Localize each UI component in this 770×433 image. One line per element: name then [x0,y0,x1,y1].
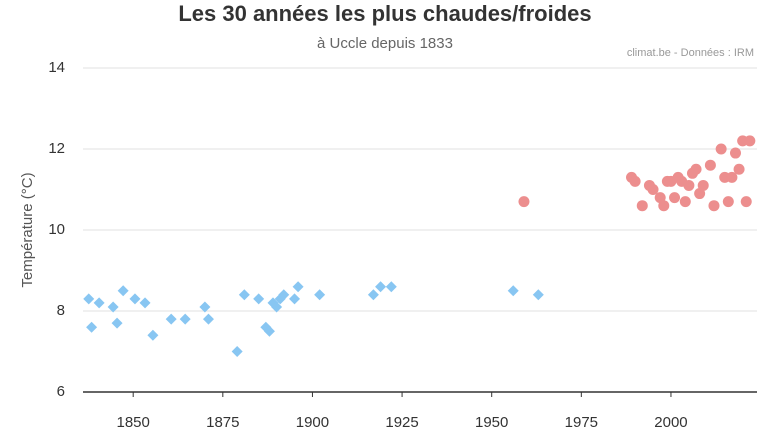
diamond-point [532,289,544,301]
circle-point [658,200,670,212]
diamond-point [83,293,95,305]
diamond-point [289,293,301,305]
circle-point [704,159,716,171]
x-tick-label: 1875 [206,414,239,431]
y-tick-label: 8 [57,302,65,319]
diamond-point [179,313,191,325]
circle-point [697,179,709,191]
x-tick-label: 1950 [475,414,508,431]
circle-point [690,163,702,175]
x-tick-label: 1975 [565,414,598,431]
diamond-point [147,329,159,341]
diamond-point [314,289,326,301]
y-tick-label: 14 [48,59,65,76]
circle-point [683,179,695,191]
diamond-point [253,293,265,305]
source: climat.be - Données : IRM [627,47,754,59]
diamond-point [107,301,119,313]
circle-point [629,175,641,187]
x-tick-label: 1850 [117,414,150,431]
diamond-point [231,346,243,357]
circle-point [729,147,741,159]
circle-point [726,171,738,183]
circle-point [740,196,752,208]
y-tick-label: 10 [48,221,65,238]
diamond-point [507,285,519,297]
x-tick-label: 2000 [654,414,687,431]
chart-title: Les 30 années les plus chaudes/froides [178,1,591,26]
chart-subtitle: à Uccle depuis 1833 [317,35,453,52]
circle-point [708,200,720,212]
circle-point [722,196,734,208]
x-tick-label: 1925 [385,414,418,431]
y-axis-label: Température (°C) [19,172,36,287]
diamond-point [165,313,177,325]
diamond-point [139,297,151,309]
circle-point [679,196,691,208]
y-tick-label: 12 [48,140,65,157]
circle-point [518,196,530,208]
circle-point [715,143,727,155]
diamond-point [129,293,141,305]
diamond-point [111,317,123,329]
circle-point [636,200,648,212]
circle-point [647,184,659,195]
diamond-point [367,289,379,301]
diamond-point [271,301,283,313]
diamond-point [93,297,105,309]
diamond-point [385,281,397,293]
circle-point [744,135,756,147]
circle-point [669,192,681,204]
x-tick-label: 1900 [296,414,329,431]
diamond-point [375,281,387,293]
diamond-point [202,313,214,325]
diamond-point [278,289,290,301]
diamond-point [86,321,98,333]
diamond-point [292,281,304,293]
diamond-point [263,325,275,337]
diamond-point [199,301,211,313]
diamond-point [117,285,129,297]
circle-point [733,163,745,175]
diamond-point [238,289,250,301]
y-tick-label: 6 [57,383,65,400]
